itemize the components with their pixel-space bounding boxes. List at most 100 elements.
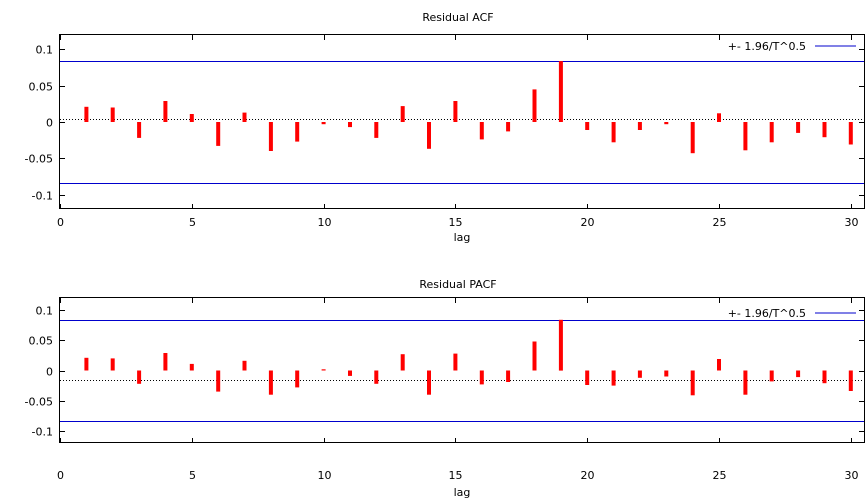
- pacf-bar: [848, 370, 853, 391]
- pacf-bar: [479, 370, 484, 385]
- acf-y-tick-label: 0.1: [36, 44, 54, 57]
- acf-bar: [453, 101, 458, 122]
- pacf-bar: [769, 370, 774, 382]
- acf-panel: Residual ACF 0.1 0.05 0 -0.05 -0.1 0 5 10 15 20 25…: [25, 11, 865, 244]
- acf-bar: [743, 122, 748, 151]
- pacf-bar: [348, 370, 352, 376]
- acf-title: Residual ACF: [422, 11, 493, 24]
- pacf-bar: [400, 354, 405, 371]
- pacf-bar: [110, 358, 115, 371]
- pacf-bar: [611, 370, 616, 386]
- acf-bar: [189, 114, 194, 122]
- acf-bar: [848, 122, 853, 145]
- pacf-y-tick-label: 0.1: [36, 305, 54, 318]
- acf-bar: [769, 122, 774, 143]
- pacf-bar: [453, 353, 458, 371]
- acf-bar: [611, 122, 616, 143]
- pacf-bar: [427, 370, 431, 395]
- acf-y-tick-label: 0: [46, 117, 53, 130]
- pacf-bar: [822, 370, 827, 384]
- pacf-bar: [585, 370, 590, 385]
- acf-bar: [427, 122, 431, 149]
- acf-bar: [321, 122, 326, 125]
- acf-bar: [137, 122, 142, 138]
- pacf-bar: [506, 370, 511, 382]
- acf-bar: [374, 122, 379, 138]
- acf-bar: [822, 122, 827, 138]
- acf-plot-frame: [59, 34, 865, 209]
- pacf-y-tick-label: -0.05: [25, 396, 53, 409]
- acf-y-tick-label: -0.05: [25, 153, 53, 166]
- pacf-bar: [268, 370, 273, 395]
- acf-x-tick-label: 15: [449, 216, 463, 229]
- pacf-bar: [796, 370, 801, 378]
- pacf-y-tick-label: -0.1: [32, 426, 53, 439]
- pacf-bar: [743, 370, 748, 395]
- acf-bar: [268, 122, 273, 151]
- pacf-bar: [242, 360, 247, 371]
- pacf-y-tick-label: 0: [46, 366, 53, 379]
- pacf-bar: [321, 369, 326, 371]
- pacf-panel: Residual PACF 0.1 0.05 0 -0.05 -0.1 0 5 10 15 20 2…: [25, 278, 865, 499]
- acf-x-tick-label: 10: [318, 216, 332, 229]
- pacf-x-tick-label: 0: [57, 469, 64, 482]
- pacf-x-tick-label: 15: [449, 469, 463, 482]
- acf-bar: [110, 107, 115, 122]
- pacf-bar: [690, 370, 695, 396]
- acf-bar: [479, 122, 484, 140]
- acf-bar: [163, 101, 168, 122]
- pacf-legend-label: +- 1.96/T^0.5: [728, 307, 806, 320]
- pacf-bounds: [60, 320, 864, 422]
- pacf-x-tick-label: 10: [318, 469, 332, 482]
- acf-bar: [216, 122, 221, 146]
- pacf-bar: [216, 370, 221, 392]
- acf-bar: [717, 113, 721, 122]
- pacf-bar: [558, 319, 563, 371]
- pacf-bars: [84, 319, 853, 396]
- pacf-x-tick-label: 25: [713, 469, 727, 482]
- acf-ticks: 0.1 0.05 0 -0.05 -0.1 0 5 10 15 20 25 30: [25, 35, 864, 229]
- acf-bar: [796, 122, 801, 133]
- pacf-y-tick-label: 0.05: [29, 335, 54, 348]
- acf-bars: [84, 61, 853, 154]
- pacf-bar: [637, 370, 642, 378]
- pacf-bar: [295, 370, 300, 388]
- acf-bounds: [60, 61, 864, 184]
- acf-legend-label: +- 1.96/T^0.5: [728, 40, 806, 53]
- acf-bar: [348, 122, 352, 128]
- acf-x-tick-label: 20: [581, 216, 595, 229]
- pacf-bar: [137, 370, 142, 384]
- pacf-title: Residual PACF: [419, 278, 496, 291]
- acf-legend: +- 1.96/T^0.5: [728, 40, 856, 53]
- pacf-legend: +- 1.96/T^0.5: [728, 307, 856, 320]
- acf-x-tick-label: 0: [57, 216, 64, 229]
- acf-x-tick-label: 25: [713, 216, 727, 229]
- pacf-x-axis-label: lag: [454, 486, 471, 499]
- pacf-x-tick-label: 20: [581, 469, 595, 482]
- acf-x-tick-label: 5: [189, 216, 196, 229]
- pacf-bar: [84, 357, 89, 371]
- pacf-bar: [664, 370, 669, 377]
- acf-bar: [400, 106, 405, 122]
- pacf-bar: [532, 341, 537, 371]
- acf-bar: [664, 122, 669, 125]
- acf-bar: [84, 106, 89, 122]
- acf-bar: [585, 122, 590, 130]
- acf-x-axis-label: lag: [454, 231, 471, 244]
- pacf-ticks: 0.1 0.05 0 -0.05 -0.1 0 5 10 15 20 25 30: [25, 298, 864, 482]
- acf-bar: [242, 112, 247, 122]
- pacf-x-tick-label: 30: [845, 469, 859, 482]
- acf-x-tick-label: 30: [845, 216, 859, 229]
- acf-bar: [295, 122, 300, 142]
- acf-y-tick-label: 0.05: [29, 81, 54, 94]
- pacf-x-tick-label: 5: [189, 469, 196, 482]
- pacf-bar: [717, 359, 721, 371]
- acf-bar: [506, 122, 511, 132]
- pacf-bar: [374, 370, 379, 384]
- acf-y-tick-label: -0.1: [32, 190, 53, 203]
- acf-bar: [637, 122, 642, 130]
- pacf-bar: [189, 363, 194, 371]
- pacf-bar: [163, 353, 168, 371]
- acf-bar: [690, 122, 695, 154]
- acf-bar: [558, 61, 563, 122]
